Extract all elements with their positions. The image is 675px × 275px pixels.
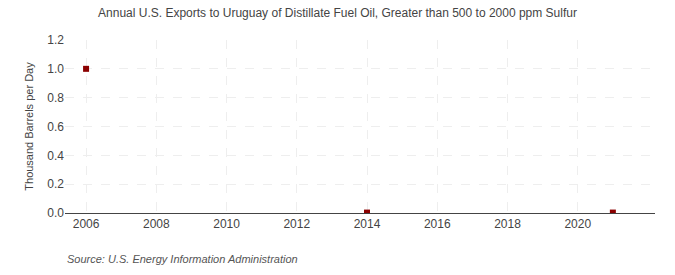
svg-text:Source: U.S. Energy Informatio: Source: U.S. Energy Information Administ… — [67, 253, 298, 265]
svg-text:2020: 2020 — [564, 217, 591, 231]
svg-text:0.6: 0.6 — [47, 120, 64, 134]
svg-text:Thousand Barrels per Day: Thousand Barrels per Day — [23, 62, 35, 191]
svg-text:2006: 2006 — [73, 217, 100, 231]
svg-text:Annual U.S. Exports to Uruguay: Annual U.S. Exports to Uruguay of Distil… — [98, 6, 577, 20]
svg-text:2018: 2018 — [494, 217, 521, 231]
svg-text:0.0: 0.0 — [47, 206, 64, 220]
svg-text:0.8: 0.8 — [47, 91, 64, 105]
svg-text:0.4: 0.4 — [47, 149, 64, 163]
svg-text:2012: 2012 — [283, 217, 310, 231]
svg-text:0.2: 0.2 — [47, 177, 64, 191]
svg-text:1.0: 1.0 — [47, 62, 64, 76]
svg-text:2010: 2010 — [213, 217, 240, 231]
svg-text:2016: 2016 — [424, 217, 451, 231]
svg-text:2014: 2014 — [354, 217, 381, 231]
svg-text:1.2: 1.2 — [47, 33, 64, 47]
svg-text:2008: 2008 — [143, 217, 170, 231]
